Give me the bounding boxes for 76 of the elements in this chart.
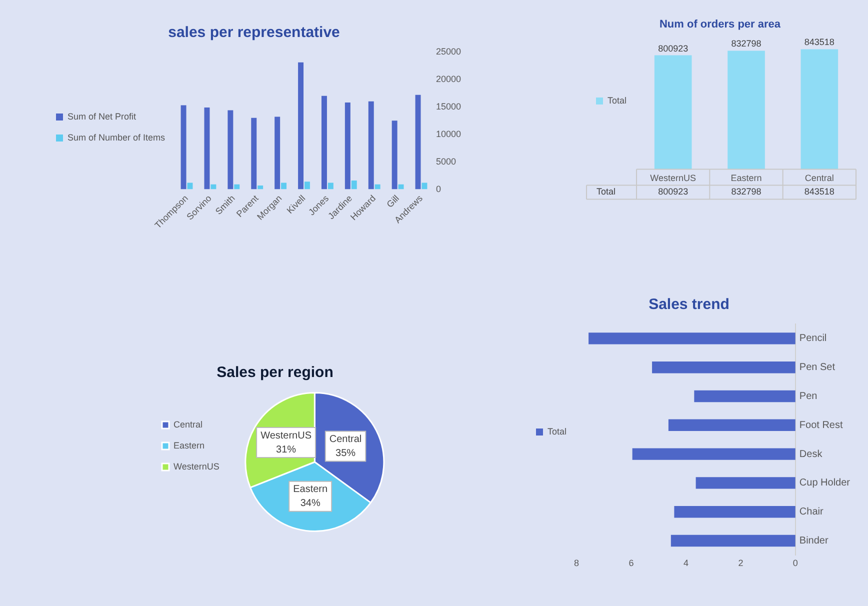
bar (344, 102, 350, 190)
y-tick-label: 5000 (436, 156, 456, 166)
bar (328, 182, 334, 190)
bar (187, 182, 193, 190)
chart-title: Sales trend (648, 296, 730, 314)
y-tick-label: 20000 (436, 74, 462, 84)
slice-label: WesternUS (260, 430, 312, 442)
x-tick-label: WesternUS (650, 173, 696, 184)
legend-label: Sum of Net Profit (68, 111, 137, 122)
chart-title: Sales per region (216, 364, 334, 382)
bar (398, 184, 404, 190)
y-tick-label: 0 (436, 184, 441, 194)
legend-label: Total (548, 426, 567, 436)
legend-label: Total (608, 95, 627, 106)
y-tick-label: 15000 (436, 101, 462, 112)
y-tick-label: Chair (799, 506, 824, 518)
x-tick-label: 2 (738, 558, 744, 568)
bar (258, 185, 264, 190)
bar (368, 101, 374, 190)
bar (180, 105, 186, 190)
bar (415, 94, 421, 190)
bar (351, 180, 357, 190)
bar (392, 120, 398, 190)
x-tick-label: Eastern (730, 173, 762, 184)
y-tick-label: Cup Holder (799, 478, 851, 489)
bar (210, 184, 216, 190)
text: 832798 (731, 186, 762, 197)
bar (652, 362, 796, 374)
text: Total (596, 186, 616, 197)
slice-label: Eastern (293, 484, 328, 496)
bar (281, 182, 287, 190)
x-tick-label: Central (804, 173, 834, 184)
y-tick-label: Foot Rest (799, 420, 843, 431)
x-tick-label: 4 (683, 558, 688, 568)
slice-label: Central (329, 434, 362, 446)
text: 800923 (658, 186, 688, 197)
text: 843518 (804, 186, 834, 197)
x-tick-label: 6 (628, 558, 634, 568)
x-tick-label: 8 (574, 558, 580, 568)
bar (674, 506, 796, 518)
bar (588, 332, 796, 344)
bar (668, 419, 796, 431)
y-tick-label: 25000 (436, 46, 462, 56)
data-label: 34% (300, 498, 320, 510)
bar (304, 182, 310, 190)
y-tick-label: Pen (799, 391, 818, 402)
data-label: 832798 (731, 38, 762, 49)
x-tick-label: 0 (792, 558, 798, 568)
chart-title: sales per representative (168, 24, 340, 42)
y-tick-label: Desk (799, 448, 824, 460)
legend-label: Eastern (174, 440, 205, 450)
bar (251, 118, 257, 190)
legend-label: Sum of Number of Items (68, 132, 166, 142)
y-tick-label: Pen Set (799, 362, 836, 374)
legend-label: WesternUS (174, 461, 220, 472)
data-label: 843518 (804, 37, 834, 48)
bar (228, 110, 234, 190)
chart-title: Num of orders per area (659, 18, 782, 31)
bar (374, 184, 380, 190)
y-tick-label: Pencil (799, 333, 827, 344)
data-label: 31% (276, 444, 296, 456)
y-tick-label: Binder (799, 536, 829, 546)
y-tick-label: 10000 (436, 128, 462, 139)
data-label: 800923 (658, 43, 688, 54)
bar (696, 477, 796, 489)
bar (234, 184, 240, 190)
bar (632, 448, 796, 460)
bar (321, 96, 327, 190)
bar (694, 390, 796, 402)
bar (204, 107, 210, 190)
bar (298, 62, 304, 190)
bar (422, 182, 428, 190)
legend-label: Central (174, 419, 203, 430)
data-label: 35% (336, 448, 356, 460)
bar (274, 116, 280, 190)
bar (670, 534, 796, 547)
